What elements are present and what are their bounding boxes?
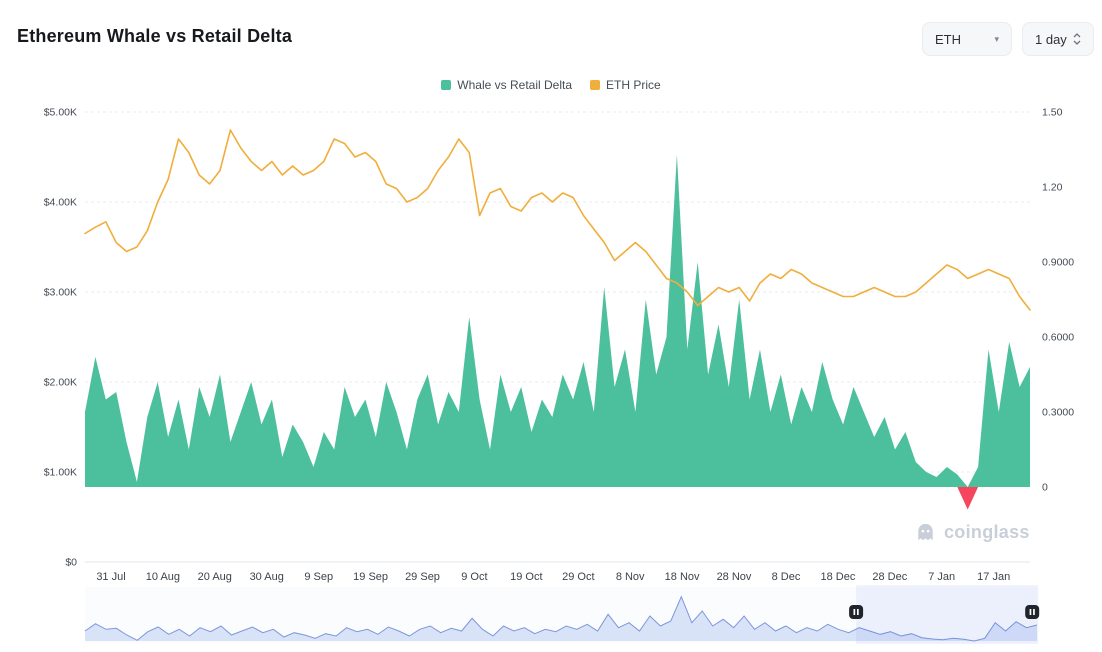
navigator-line <box>84 595 1038 642</box>
svg-text:$2.00K: $2.00K <box>44 377 77 389</box>
legend: Whale vs Retail Delta ETH Price <box>0 78 1102 92</box>
svg-text:10 Aug: 10 Aug <box>146 571 180 583</box>
interval-select[interactable]: 1 day <box>1022 22 1094 56</box>
svg-text:28 Dec: 28 Dec <box>872 571 907 583</box>
svg-text:29 Sep: 29 Sep <box>405 571 440 583</box>
svg-text:9 Sep: 9 Sep <box>304 571 333 583</box>
svg-text:30 Aug: 30 Aug <box>250 571 284 583</box>
svg-text:9 Oct: 9 Oct <box>461 571 487 583</box>
price-series-swatch <box>590 80 601 90</box>
brush-selection[interactable] <box>856 585 1039 644</box>
svg-text:31 Jul: 31 Jul <box>96 571 125 583</box>
svg-text:0.3000: 0.3000 <box>1042 407 1074 419</box>
svg-text:0: 0 <box>1042 482 1048 494</box>
delta-area-series <box>85 154 1030 487</box>
svg-text:19 Sep: 19 Sep <box>353 571 388 583</box>
chevron-down-icon: ▾ <box>994 33 999 44</box>
legend-item-delta[interactable]: Whale vs Retail Delta <box>441 78 572 92</box>
svg-text:8 Nov: 8 Nov <box>616 571 645 583</box>
svg-text:17 Jan: 17 Jan <box>977 571 1010 583</box>
coinglass-watermark: coinglass <box>914 521 1030 544</box>
navigator-area <box>85 596 1037 641</box>
svg-text:7 Jan: 7 Jan <box>928 571 955 583</box>
price-line-series <box>84 129 1031 311</box>
svg-text:1.50: 1.50 <box>1042 107 1063 119</box>
page-title: Ethereum Whale vs Retail Delta <box>17 26 293 46</box>
svg-text:$0: $0 <box>65 557 77 569</box>
updown-arrows-icon <box>1073 32 1081 46</box>
left-axis-labels: $0 $1.00K $2.00K $3.00K $4.00K $5.00K <box>44 107 77 569</box>
price-series-label: ETH Price <box>606 78 661 92</box>
coinglass-ghost-icon <box>918 523 933 541</box>
svg-text:28 Nov: 28 Nov <box>717 571 752 583</box>
svg-text:1.20: 1.20 <box>1042 182 1063 194</box>
svg-text:20 Aug: 20 Aug <box>198 571 232 583</box>
svg-text:19 Oct: 19 Oct <box>510 571 542 583</box>
svg-text:18 Nov: 18 Nov <box>665 571 700 583</box>
symbol-select[interactable]: ETH ▾ <box>922 22 1012 56</box>
legend-item-price[interactable]: ETH Price <box>590 78 661 92</box>
interval-select-value: 1 day <box>1035 31 1067 47</box>
delta-negative-area <box>85 487 1030 510</box>
svg-text:29 Oct: 29 Oct <box>562 571 594 583</box>
svg-text:$1.00K: $1.00K <box>44 467 77 479</box>
gridlines <box>85 111 1030 563</box>
svg-text:8 Dec: 8 Dec <box>772 571 801 583</box>
brush-handle-left[interactable] <box>849 605 864 619</box>
svg-text:0.6000: 0.6000 <box>1042 332 1074 344</box>
delta-series-label: Whale vs Retail Delta <box>457 78 573 92</box>
delta-series-swatch <box>441 80 452 90</box>
x-axis-labels: 31 Jul 10 Aug 20 Aug 30 Aug 9 Sep 19 Sep 29 Se… <box>96 571 1010 583</box>
svg-text:$4.00K: $4.00K <box>44 197 77 209</box>
navigator[interactable] <box>84 585 1040 644</box>
svg-text:$3.00K: $3.00K <box>44 287 77 299</box>
svg-text:$5.00K: $5.00K <box>44 107 77 119</box>
svg-text:0.9000: 0.9000 <box>1042 257 1074 269</box>
symbol-select-value: ETH <box>935 31 961 47</box>
right-axis-labels: 0 0.3000 0.6000 0.9000 1.20 1.50 <box>1042 107 1074 494</box>
svg-text:18 Dec: 18 Dec <box>820 571 855 583</box>
brush-handle-right[interactable] <box>1025 605 1040 619</box>
chart-controls: ETH ▾ 1 day <box>922 22 1094 56</box>
coinglass-watermark-text: coinglass <box>944 522 1030 542</box>
